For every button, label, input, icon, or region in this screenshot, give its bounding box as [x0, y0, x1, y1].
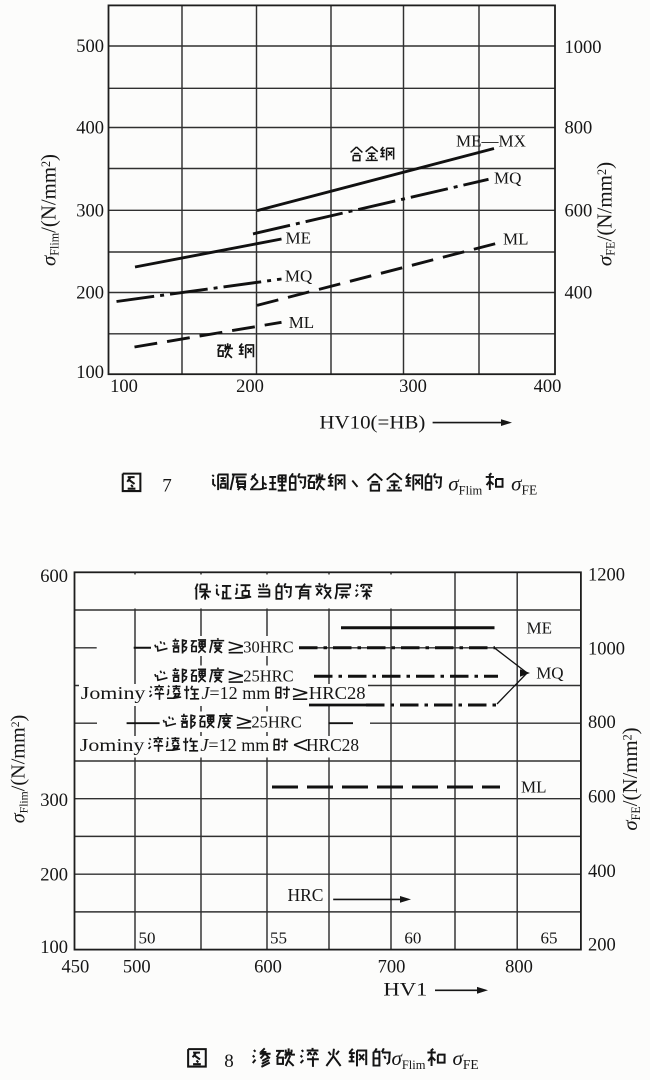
svg-text:60: 60 [404, 929, 421, 948]
svg-text:55: 55 [270, 929, 287, 948]
svg-text:600: 600 [588, 788, 616, 808]
svg-text:HV10(=HB): HV10(=HB) [319, 413, 425, 434]
svg-text:400: 400 [588, 862, 616, 882]
svg-text:600: 600 [565, 201, 593, 221]
svg-text:65: 65 [541, 929, 558, 948]
svg-text:25HRC: 25HRC [243, 667, 293, 686]
svg-text:200: 200 [76, 284, 104, 304]
svg-text:σFE: σFE [453, 1046, 479, 1072]
svg-text:J=12 mm: J=12 mm [201, 683, 270, 703]
svg-text:30HRC: 30HRC [243, 637, 293, 656]
svg-text:450: 450 [62, 958, 90, 978]
svg-text:25HRC: 25HRC [251, 713, 301, 732]
svg-text:300: 300 [76, 201, 104, 221]
svg-text:400: 400 [76, 119, 104, 139]
svg-text:1000: 1000 [588, 640, 625, 660]
svg-text:800: 800 [588, 713, 616, 733]
svg-text:MQ: MQ [285, 267, 312, 286]
svg-text:MQ: MQ [494, 169, 521, 188]
svg-text:ME: ME [286, 229, 312, 248]
svg-text:Jominy: Jominy [81, 683, 146, 703]
svg-text:100: 100 [110, 377, 138, 397]
svg-text:600: 600 [40, 567, 68, 587]
svg-text:ME—MX: ME—MX [456, 132, 526, 151]
svg-text:100: 100 [76, 363, 104, 383]
svg-text:Jominy: Jominy [80, 735, 145, 755]
svg-text:500: 500 [123, 958, 151, 978]
svg-text:σFE/(N/mm2): σFE/(N/mm2) [593, 162, 618, 266]
svg-text:400: 400 [534, 377, 562, 397]
svg-text:ML: ML [503, 230, 529, 249]
svg-text:8: 8 [224, 1051, 234, 1072]
svg-text:100: 100 [40, 938, 68, 958]
svg-text:500: 500 [76, 37, 104, 57]
svg-text:MQ: MQ [536, 664, 563, 683]
svg-text:σFlim: σFlim [392, 1046, 426, 1072]
svg-text:600: 600 [254, 958, 282, 978]
svg-text:HV1: HV1 [383, 981, 427, 1001]
svg-text:200: 200 [40, 866, 68, 886]
svg-text:50: 50 [139, 929, 156, 948]
svg-text:σFE: σFE [511, 472, 537, 498]
svg-text:σFlim/(N/mm2): σFlim/(N/mm2) [38, 154, 62, 266]
svg-text:σFlim: σFlim [448, 472, 482, 498]
svg-text:700: 700 [378, 958, 406, 978]
svg-text:σFE/(N/mm2): σFE/(N/mm2) [619, 727, 643, 830]
svg-text:J=12 mm: J=12 mm [200, 735, 269, 755]
svg-text:400: 400 [565, 284, 593, 304]
svg-text:1000: 1000 [565, 38, 602, 58]
svg-text:800: 800 [505, 958, 533, 978]
svg-text:300: 300 [399, 377, 427, 397]
svg-text:1200: 1200 [588, 566, 625, 586]
svg-text:HRC28: HRC28 [306, 735, 359, 755]
svg-text:ME: ME [527, 619, 553, 638]
svg-text:σFlim/(N/mm2): σFlim/(N/mm2) [8, 715, 31, 824]
svg-text:HRC28: HRC28 [309, 683, 366, 703]
svg-text:200: 200 [588, 936, 616, 956]
svg-text:ML: ML [521, 778, 547, 797]
svg-text:200: 200 [236, 377, 264, 397]
svg-text:300: 300 [40, 791, 68, 811]
svg-text:HRC: HRC [288, 885, 324, 905]
svg-text:7: 7 [162, 476, 172, 497]
svg-text:ML: ML [289, 313, 315, 332]
svg-text:800: 800 [565, 119, 593, 139]
